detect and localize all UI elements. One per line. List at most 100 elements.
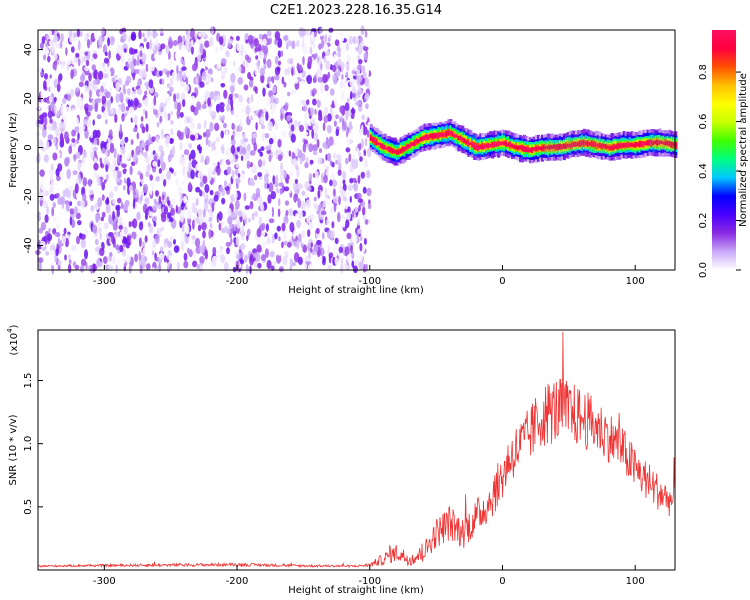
noise-cell <box>105 119 108 125</box>
noise-cell <box>82 177 88 187</box>
noise-cell <box>75 87 80 92</box>
noise-cell <box>291 67 294 76</box>
noise-cell <box>70 69 74 80</box>
noise-cell <box>184 234 190 245</box>
noise-cell <box>235 236 240 246</box>
signal-cell <box>578 140 582 146</box>
noise-cell <box>363 52 368 61</box>
noise-cell <box>286 114 291 122</box>
noise-cell <box>124 199 130 207</box>
noise-cell <box>151 240 156 248</box>
noise-cell <box>256 228 262 238</box>
noise-cell <box>63 227 67 235</box>
noise-cell <box>318 96 323 101</box>
noise-cell <box>132 153 138 162</box>
noise-cell <box>169 78 174 86</box>
noise-cell <box>141 126 146 134</box>
noise-cell <box>205 136 209 146</box>
noise-cell <box>324 106 329 116</box>
noise-cell <box>99 233 102 240</box>
noise-cell <box>259 239 263 245</box>
noise-cell <box>175 92 180 100</box>
signal-cell <box>427 134 431 140</box>
noise-cell <box>141 68 147 78</box>
noise-cell <box>347 97 350 104</box>
noise-cell <box>354 260 360 266</box>
noise-cell <box>254 174 258 181</box>
noise-cell <box>236 253 242 260</box>
noise-cell <box>197 123 202 130</box>
signal-cell <box>554 144 558 149</box>
noise-cell <box>353 182 359 192</box>
noise-cell <box>101 82 107 87</box>
noise-cell <box>141 52 147 63</box>
noise-cell <box>54 62 57 71</box>
noise-cell <box>364 30 368 38</box>
noise-cell <box>266 259 272 270</box>
noise-cell <box>260 117 264 124</box>
noise-cell <box>79 97 83 106</box>
noise-cell <box>40 221 47 231</box>
noise-cell <box>122 193 127 201</box>
noise-cell <box>358 254 364 262</box>
noise-cell <box>200 142 203 148</box>
noise-cell <box>240 230 245 241</box>
noise-cell <box>184 115 189 125</box>
noise-cell <box>356 76 360 86</box>
noise-cell <box>86 85 91 93</box>
noise-cell <box>37 257 44 264</box>
signal-cell <box>375 139 379 146</box>
noise-cell <box>109 252 113 257</box>
noise-cell <box>228 93 233 101</box>
signal-cell <box>670 142 674 147</box>
spectrogram-y-tick-label: -40 <box>23 237 34 253</box>
signal-cell <box>652 140 656 146</box>
noise-cell <box>167 154 172 163</box>
signal-cell <box>612 143 616 150</box>
noise-cell <box>311 31 315 37</box>
noise-cell <box>148 57 152 67</box>
noise-cell <box>101 194 105 201</box>
noise-cell <box>182 35 186 43</box>
noise-cell <box>278 149 282 154</box>
noise-cell <box>70 46 75 53</box>
signal-cell <box>467 141 471 146</box>
signal-cell <box>592 142 596 147</box>
noise-cell <box>158 222 164 229</box>
noise-cell <box>78 81 84 88</box>
noise-cell <box>80 258 87 267</box>
noise-cell <box>246 151 251 160</box>
noise-cell <box>115 166 119 172</box>
noise-cell <box>98 36 102 46</box>
noise-cell <box>348 120 353 131</box>
noise-cell <box>214 122 220 132</box>
noise-cell <box>249 255 254 266</box>
snr-y-tick-label: 1.0 <box>23 436 34 452</box>
noise-cell <box>41 36 46 45</box>
noise-cell <box>40 241 46 248</box>
noise-cell <box>160 128 164 140</box>
noise-cell <box>272 260 277 267</box>
noise-cell <box>324 42 328 52</box>
noise-cell <box>158 195 162 204</box>
noise-cell <box>142 108 146 115</box>
noise-cell <box>318 116 323 121</box>
noise-cell <box>82 193 87 202</box>
noise-cell <box>102 67 109 73</box>
noise-cell <box>271 238 275 244</box>
noise-cell <box>267 194 272 204</box>
noise-cell <box>316 99 321 109</box>
snr-y-tick-label: 1.5 <box>23 373 34 389</box>
noise-cell <box>357 198 364 203</box>
noise-cell <box>107 265 114 271</box>
noise-cell <box>64 254 67 261</box>
noise-cell <box>367 84 371 90</box>
noise-cell <box>115 258 121 264</box>
noise-cell <box>297 183 303 190</box>
noise-cell <box>352 93 357 98</box>
noise-cell <box>299 156 303 165</box>
noise-cell <box>313 196 317 202</box>
noise-cell <box>162 37 167 45</box>
noise-cell <box>43 80 47 90</box>
signal-cell <box>626 143 630 148</box>
